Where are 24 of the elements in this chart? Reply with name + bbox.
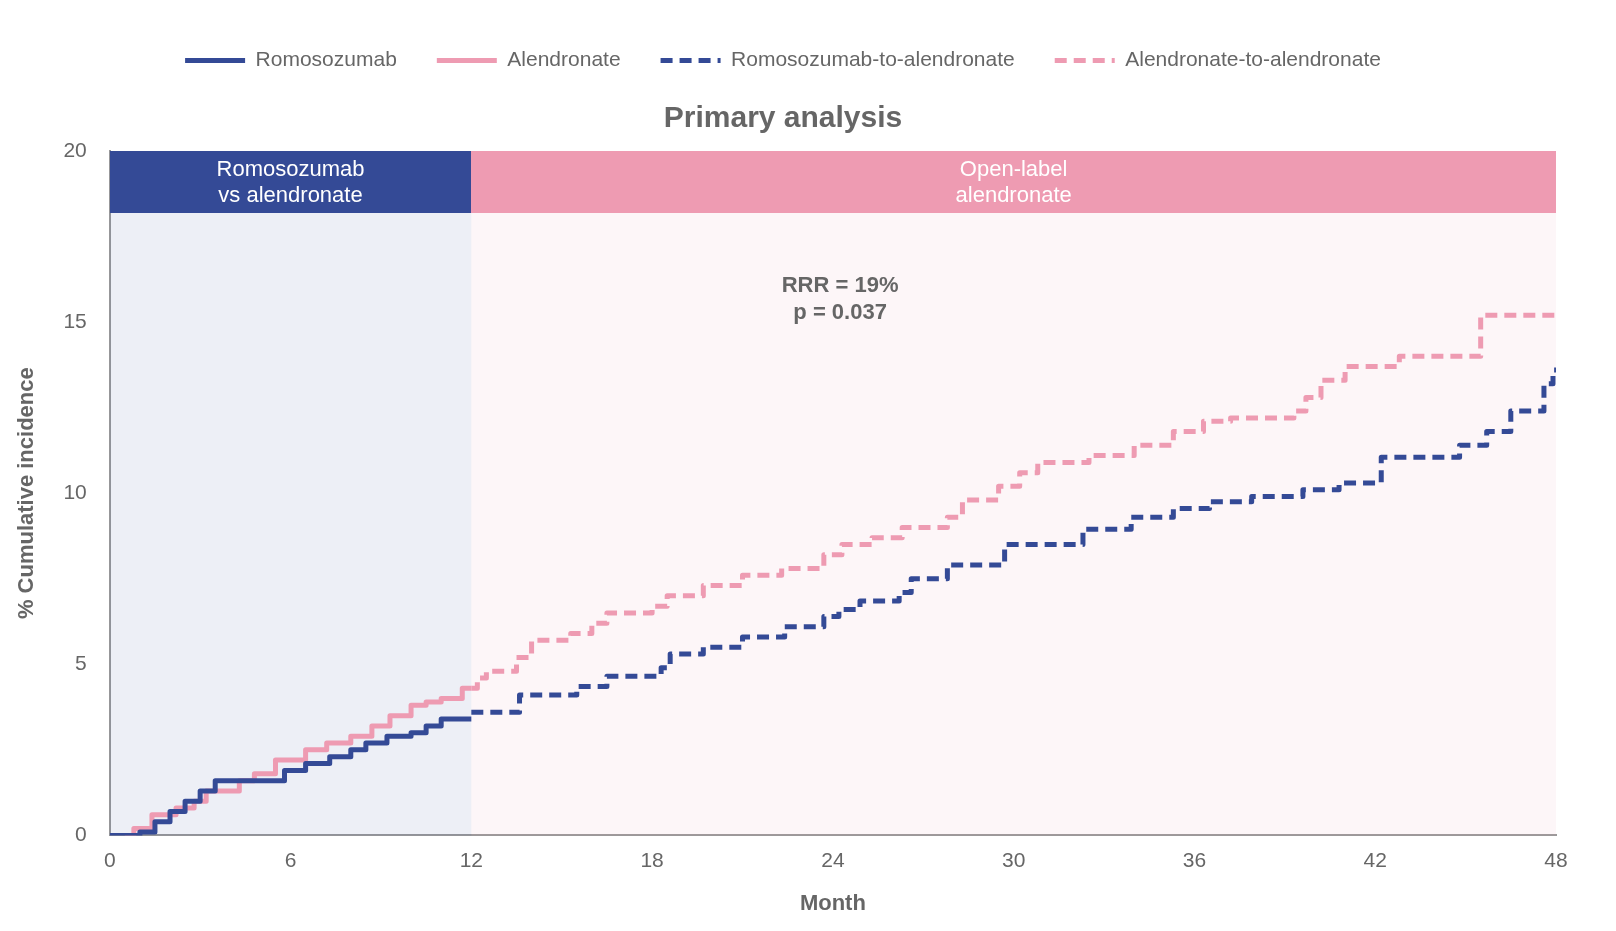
x-tick-label: 6 (284, 847, 297, 871)
period-header: Open-label alendronate (471, 151, 1556, 213)
x-tick-label: 0 (103, 847, 116, 871)
chart-title: Primary analysis (663, 100, 903, 134)
legend-label: Romosozumab (255, 47, 397, 71)
legend-label: Alendronate-to-alendronate (1125, 47, 1381, 71)
x-tick-label: 30 (1001, 847, 1026, 871)
y-tick-label: 20 (63, 137, 87, 161)
y-axis-title: % Cumulative incidence (13, 367, 39, 620)
legend-label: Alendronate (507, 47, 621, 71)
x-axis-title: Month (799, 889, 866, 915)
legend-label: Romosozumab-to-alendronate (731, 47, 1015, 71)
y-tick-label: 10 (63, 480, 87, 503)
y-tick-label: 0 (75, 822, 87, 846)
period-header: Romosozumab vs alendronate (109, 151, 472, 213)
x-tick-label: 36 (1182, 847, 1207, 871)
x-tick-label: 42 (1363, 847, 1387, 871)
y-tick-label: 15 (63, 308, 87, 332)
annotation: RRR = 19% p = 0.037 (781, 272, 899, 325)
x-tick-label: 12 (459, 847, 483, 871)
x-tick-label: 24 (821, 847, 845, 871)
x-tick-label: 48 (1544, 847, 1568, 871)
x-tick-label: 18 (640, 847, 664, 871)
y-tick-label: 5 (75, 651, 87, 675)
